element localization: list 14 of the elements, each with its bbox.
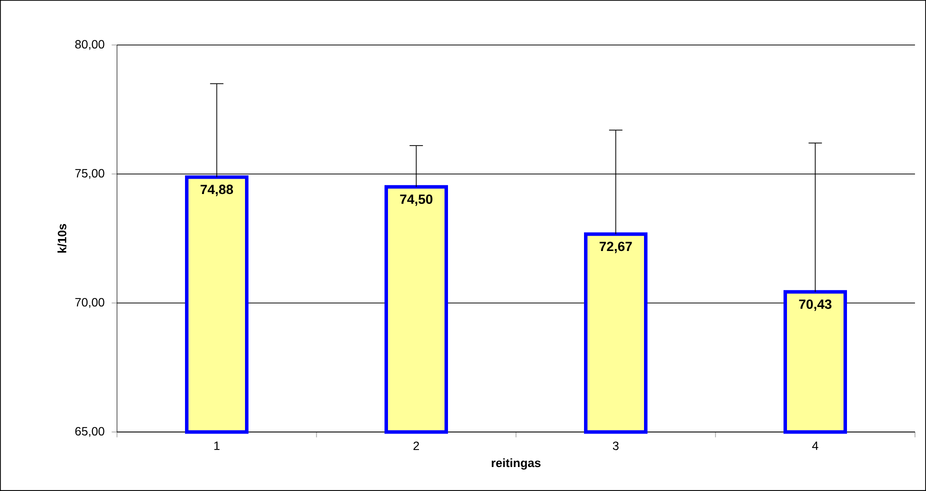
x-axis-title: reitingas: [492, 458, 541, 470]
y-axis-title: k/10s: [58, 224, 66, 253]
y-tick-label: 65,00: [75, 427, 104, 437]
x-tick-label: 4: [812, 442, 818, 450]
y-tick-label: 70,00: [75, 298, 104, 308]
x-tick-label: 1: [214, 442, 220, 450]
y-tick-label: 80,00: [75, 40, 104, 50]
data-label: 74,50: [400, 194, 432, 206]
x-tick-label: 3: [612, 442, 619, 450]
data-label: 70,43: [799, 299, 832, 311]
data-label: 74,88: [200, 184, 234, 196]
y-tick-label: 75,00: [75, 169, 104, 179]
x-tick-label: 2: [414, 442, 419, 450]
data-label: 72,67: [600, 242, 632, 254]
